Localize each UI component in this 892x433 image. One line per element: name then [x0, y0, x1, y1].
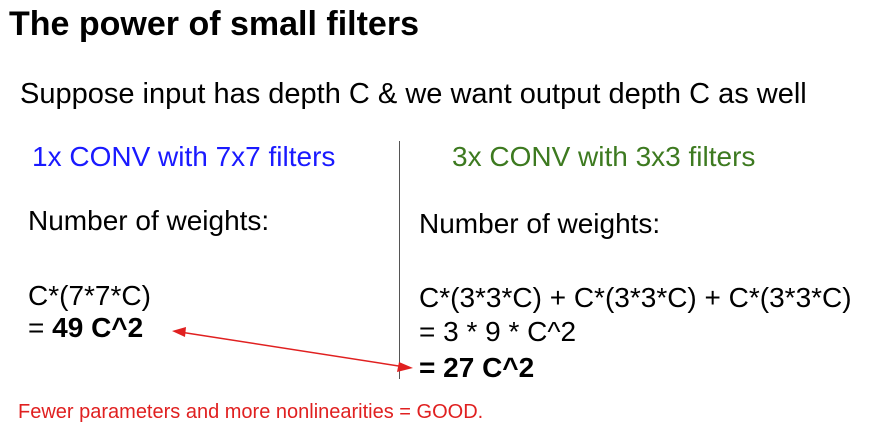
column-divider	[399, 141, 400, 379]
right-formula: C*(3*3*C) + C*(3*3*C) + C*(3*3*C)	[419, 282, 852, 313]
right-result-equals: =	[419, 352, 444, 383]
right-weights-label: Number of weights:	[419, 208, 661, 239]
conclusion-note: Fewer parameters and more nonlinearities…	[18, 401, 484, 423]
left-column-heading: 1x CONV with 7x7 filters	[32, 141, 336, 172]
arrow-shaft	[179, 331, 406, 368]
left-result-equals: =	[28, 312, 53, 343]
left-result: = 49 C^2	[28, 310, 143, 346]
right-column-heading: 3x CONV with 3x3 filters	[452, 141, 756, 172]
right-formula-step: = 3 * 9 * C^2	[419, 316, 577, 347]
arrow-head-left	[172, 327, 186, 337]
left-result-value: 49 C^2	[52, 312, 144, 343]
slide-title: The power of small filters	[9, 5, 419, 43]
right-result: = 27 C^2	[419, 350, 534, 386]
right-result-value: 27 C^2	[443, 352, 535, 383]
left-weights-label: Number of weights:	[28, 205, 270, 236]
slide-subtitle: Suppose input has depth C & we want outp…	[20, 78, 807, 110]
left-formula: C*(7*7*C)	[28, 280, 151, 311]
